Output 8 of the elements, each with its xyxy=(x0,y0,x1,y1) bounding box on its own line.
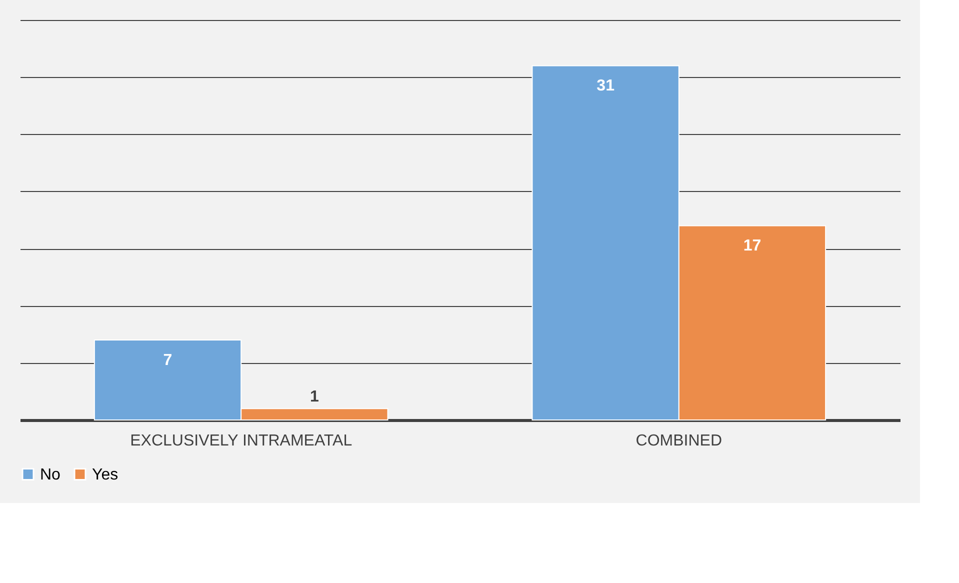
data-label: 17 xyxy=(743,238,762,255)
x-tick-label: EXCLUSIVELY INTRAMEATAL xyxy=(130,432,352,450)
data-label: 31 xyxy=(596,78,615,95)
x-tick-label: COMBINED xyxy=(636,432,722,450)
legend-label: Yes xyxy=(92,466,118,484)
data-label: 1 xyxy=(310,388,319,406)
data-label: 7 xyxy=(163,352,172,369)
legend-label: No xyxy=(40,466,61,484)
